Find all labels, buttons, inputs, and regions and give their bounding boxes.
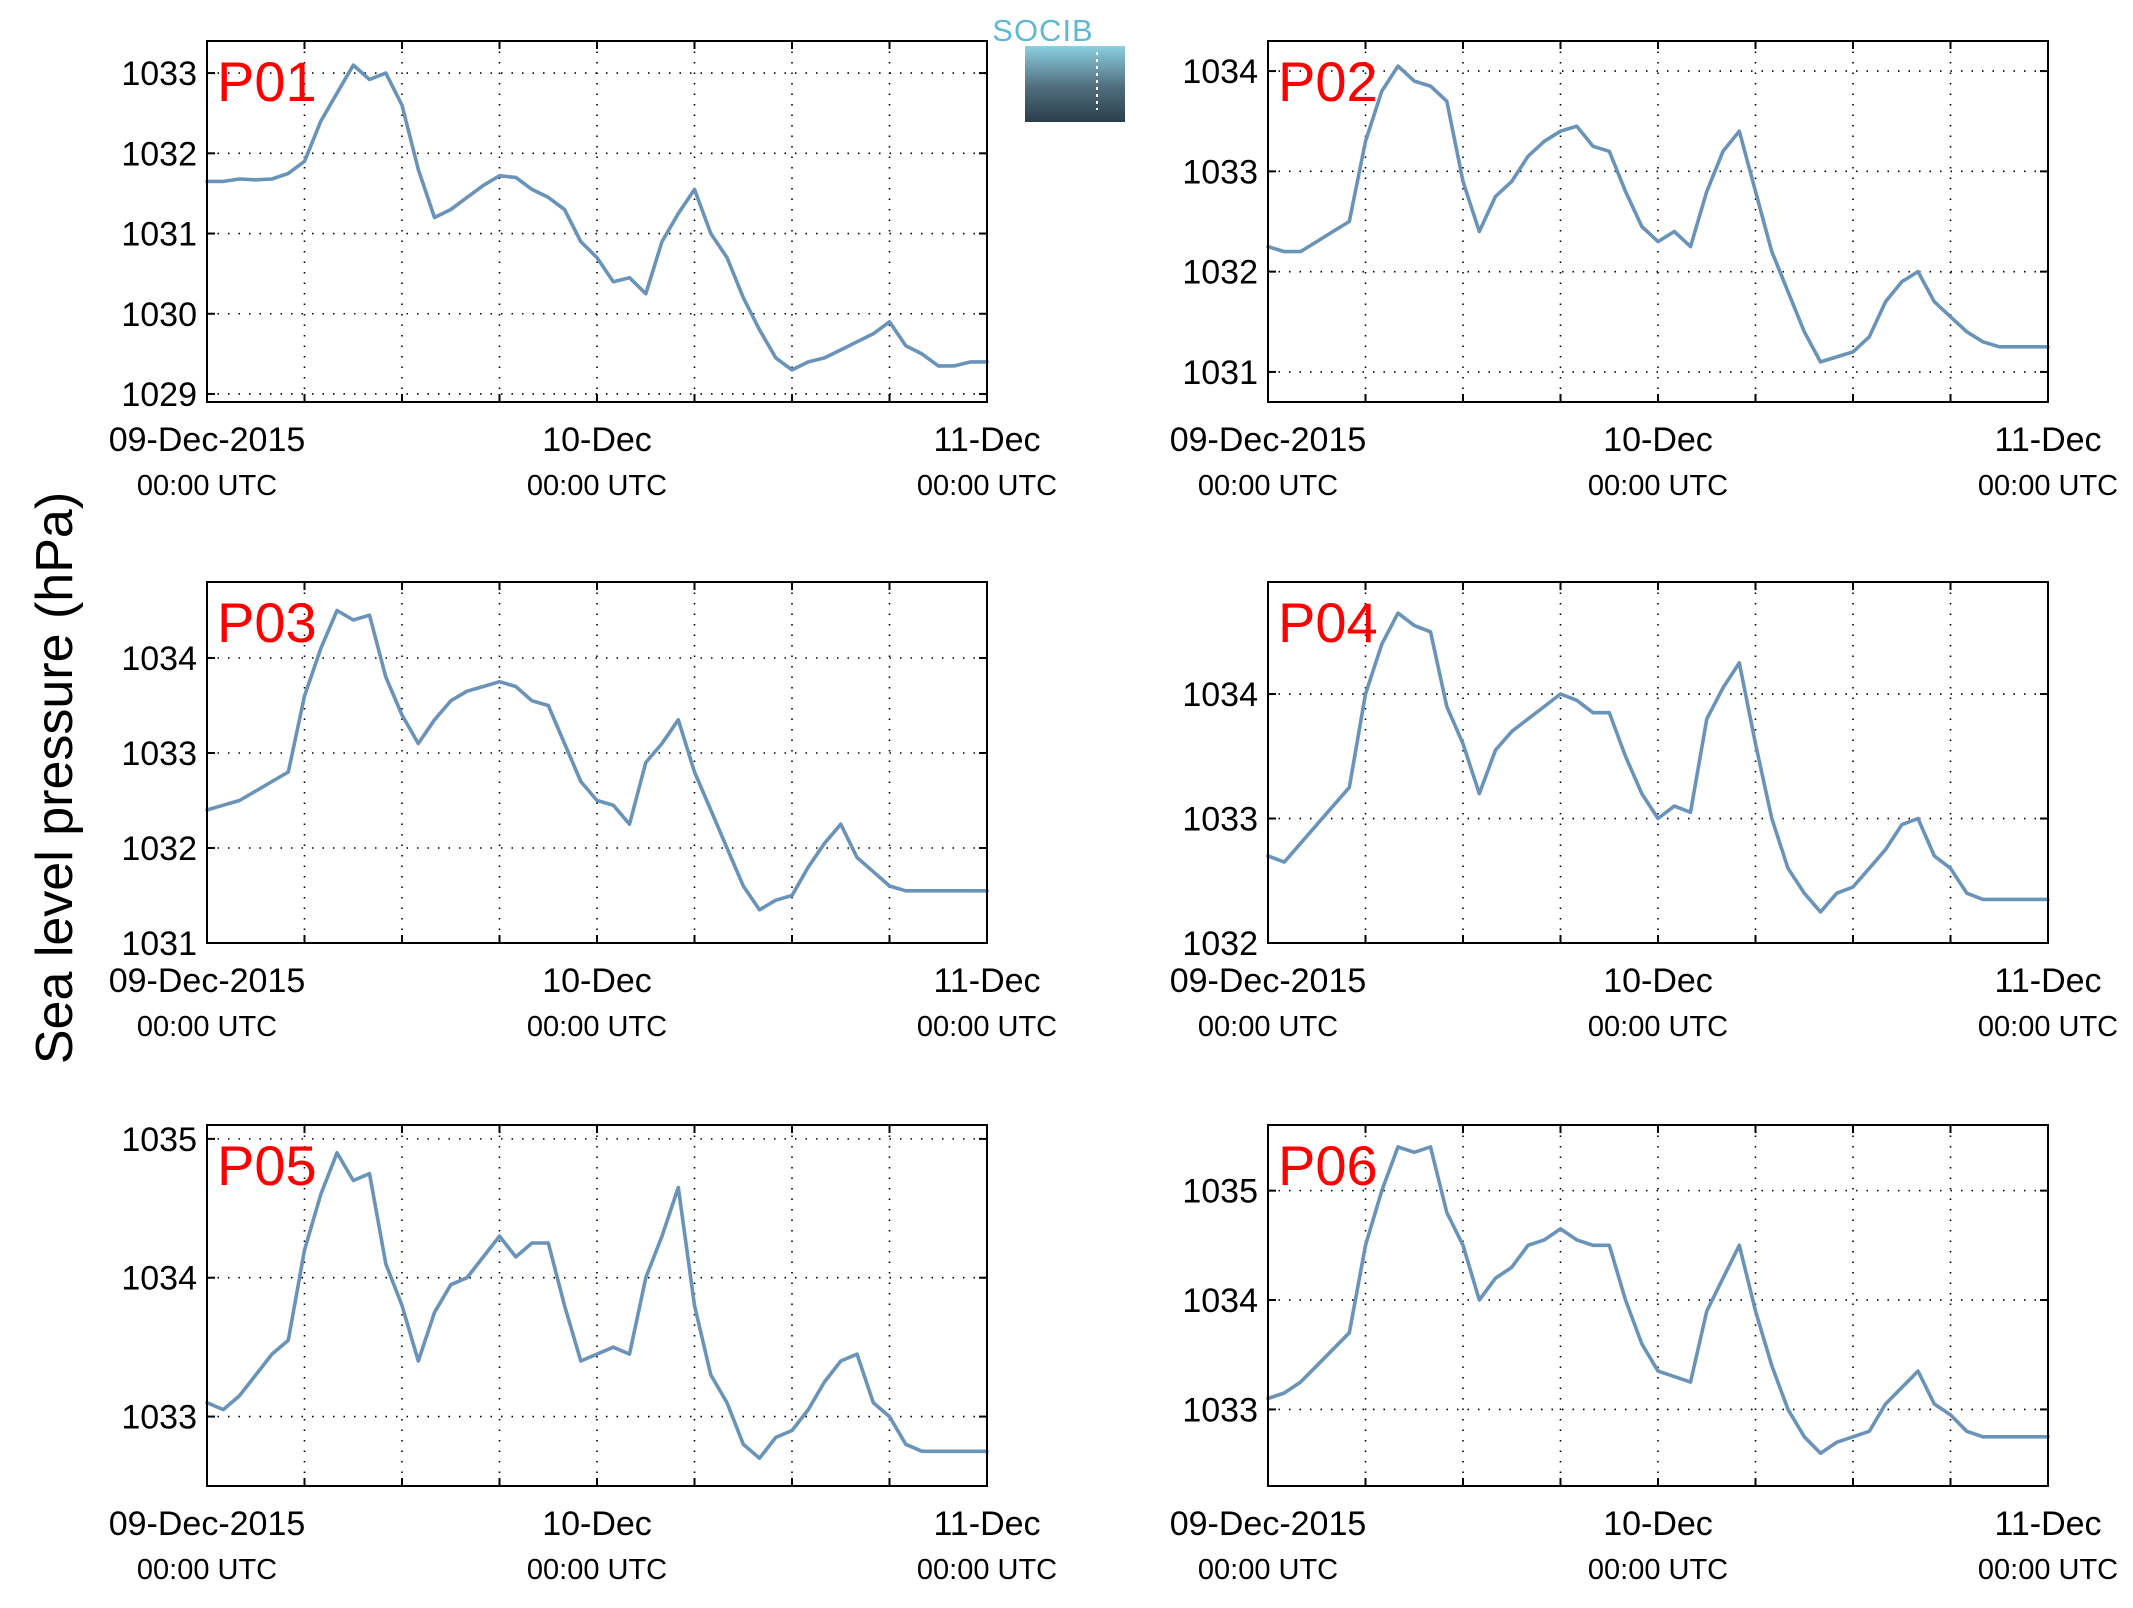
panel-label-p03: P03 bbox=[217, 591, 317, 654]
y-tick-label: 1032 bbox=[121, 135, 197, 173]
x-tick-label: 11-Dec bbox=[1994, 421, 2101, 459]
axes-box-p05 bbox=[206, 1124, 988, 1487]
axes-box-p01 bbox=[206, 40, 988, 403]
x-tick-time-label: 00:00 UTC bbox=[1978, 1554, 2118, 1586]
panel-p01: 1029 1030 1031 1032 1033 09-Dec-2015 00:00 UTC… bbox=[109, 40, 1057, 502]
x-tick-time-label: 00:00 UTC bbox=[1978, 1011, 2118, 1043]
y-tick-label: 1032 bbox=[1182, 254, 1258, 292]
panel-p06: 1033 1034 1035 09-Dec-2015 00:00 UTC 10-Dec 00… bbox=[1170, 1124, 2118, 1586]
x-tick-time-label: 00:00 UTC bbox=[137, 1011, 277, 1043]
grid-p02 bbox=[1268, 41, 2048, 402]
series-line-p01 bbox=[205, 63, 989, 372]
x-tick-time-label: 00:00 UTC bbox=[1588, 1011, 1728, 1043]
y-tick-label: 1033 bbox=[1182, 153, 1258, 191]
y-axis-label: Sea level pressure (hPa) bbox=[26, 492, 84, 1064]
y-tick-label: 1034 bbox=[121, 640, 197, 678]
x-tick-label: 10-Dec bbox=[542, 1505, 652, 1543]
panels: 1029 1030 1031 1032 1033 09-Dec-2015 00:00 UTC… bbox=[109, 40, 2118, 1586]
panel-label-p05: P05 bbox=[217, 1134, 317, 1197]
y-tick-label: 1031 bbox=[1182, 354, 1258, 392]
x-tick-time-label: 00:00 UTC bbox=[1588, 470, 1728, 502]
x-tick-time-label: 00:00 UTC bbox=[1198, 1554, 1338, 1586]
series-line-p04 bbox=[1266, 611, 2050, 914]
x-tick-label: 11-Dec bbox=[933, 421, 1040, 459]
y-tick-label: 1034 bbox=[1182, 1282, 1258, 1320]
x-tick-time-label: 00:00 UTC bbox=[1978, 470, 2118, 502]
x-tick-time-label: 00:00 UTC bbox=[1198, 470, 1338, 502]
grid-p05 bbox=[207, 1125, 987, 1486]
x-tick-label: 10-Dec bbox=[1603, 1505, 1713, 1543]
grid-p06 bbox=[1268, 1125, 2048, 1486]
x-tick-label: 10-Dec bbox=[542, 421, 652, 459]
series-line-p03 bbox=[205, 608, 989, 912]
logo-image bbox=[1025, 46, 1125, 122]
x-tick-label: 09-Dec-2015 bbox=[1170, 421, 1367, 459]
x-tick-label: 09-Dec-2015 bbox=[1170, 962, 1367, 1000]
axes-box-p02 bbox=[1267, 40, 2049, 403]
axes-box-p03 bbox=[206, 581, 988, 944]
y-tick-label: 1034 bbox=[1182, 676, 1258, 714]
y-tick-label: 1029 bbox=[121, 376, 197, 414]
x-tick-time-label: 00:00 UTC bbox=[917, 470, 1057, 502]
x-tick-label: 11-Dec bbox=[933, 962, 1040, 1000]
panel-label-p06: P06 bbox=[1278, 1134, 1378, 1197]
x-tick-label: 10-Dec bbox=[542, 962, 652, 1000]
x-tick-time-label: 00:00 UTC bbox=[1198, 1011, 1338, 1043]
x-tick-label: 11-Dec bbox=[933, 1505, 1040, 1543]
series-line-p02 bbox=[1266, 64, 2050, 364]
y-tick-label: 1033 bbox=[121, 55, 197, 93]
y-tick-label: 1033 bbox=[121, 1399, 197, 1437]
x-tick-label: 09-Dec-2015 bbox=[109, 421, 306, 459]
x-tick-label: 09-Dec-2015 bbox=[1170, 1505, 1367, 1543]
y-tick-label: 1034 bbox=[1182, 53, 1258, 91]
y-tick-label: 1033 bbox=[1182, 1391, 1258, 1429]
x-tick-label: 09-Dec-2015 bbox=[109, 962, 306, 1000]
x-tick-time-label: 00:00 UTC bbox=[1588, 1554, 1728, 1586]
socib-logo: SOCIB bbox=[992, 13, 1125, 122]
logo-text: SOCIB bbox=[992, 13, 1093, 48]
x-tick-time-label: 00:00 UTC bbox=[137, 1554, 277, 1586]
panel-p03: 1031 1032 1033 1034 09-Dec-2015 00:00 UTC 10-D… bbox=[109, 581, 1057, 1043]
x-tick-time-label: 00:00 UTC bbox=[527, 1011, 667, 1043]
series-line-p05 bbox=[205, 1151, 989, 1460]
y-tick-label: 1033 bbox=[1182, 801, 1258, 839]
panel-p02: 1031 1032 1033 1034 09-Dec-2015 00:00 UTC 10-D… bbox=[1170, 40, 2118, 502]
x-tick-time-label: 00:00 UTC bbox=[917, 1011, 1057, 1043]
x-tick-label: 10-Dec bbox=[1603, 421, 1713, 459]
panel-label-p02: P02 bbox=[1278, 50, 1378, 113]
y-tick-label: 1031 bbox=[121, 925, 197, 963]
y-tick-label: 1033 bbox=[121, 735, 197, 773]
panel-label-p01: P01 bbox=[217, 50, 317, 113]
panel-p04: 1032 1033 1034 09-Dec-2015 00:00 UTC 10-Dec 00… bbox=[1170, 581, 2118, 1043]
x-tick-label: 11-Dec bbox=[1994, 962, 2101, 1000]
x-tick-time-label: 00:00 UTC bbox=[527, 1554, 667, 1586]
x-tick-label: 10-Dec bbox=[1603, 962, 1713, 1000]
grid-p03 bbox=[207, 582, 987, 944]
y-tick-label: 1035 bbox=[1182, 1173, 1258, 1211]
y-tick-label: 1035 bbox=[121, 1121, 197, 1159]
grid-p01 bbox=[207, 41, 987, 402]
x-tick-time-label: 00:00 UTC bbox=[527, 470, 667, 502]
y-tick-label: 1030 bbox=[121, 296, 197, 334]
y-tick-label: 1032 bbox=[121, 830, 197, 868]
x-tick-label: 11-Dec bbox=[1994, 1505, 2101, 1543]
y-tick-label: 1032 bbox=[1182, 925, 1258, 963]
y-tick-label: 1031 bbox=[121, 216, 197, 254]
y-tick-label: 1034 bbox=[121, 1260, 197, 1298]
panel-p05: 1033 1034 1035 09-Dec-2015 00:00 UTC 10-Dec 00… bbox=[109, 1121, 1057, 1586]
x-tick-time-label: 00:00 UTC bbox=[137, 470, 277, 502]
series-line-p06 bbox=[1266, 1145, 2050, 1455]
panel-label-p04: P04 bbox=[1278, 591, 1378, 654]
x-tick-time-label: 00:00 UTC bbox=[917, 1554, 1057, 1586]
x-tick-label: 09-Dec-2015 bbox=[109, 1505, 306, 1543]
